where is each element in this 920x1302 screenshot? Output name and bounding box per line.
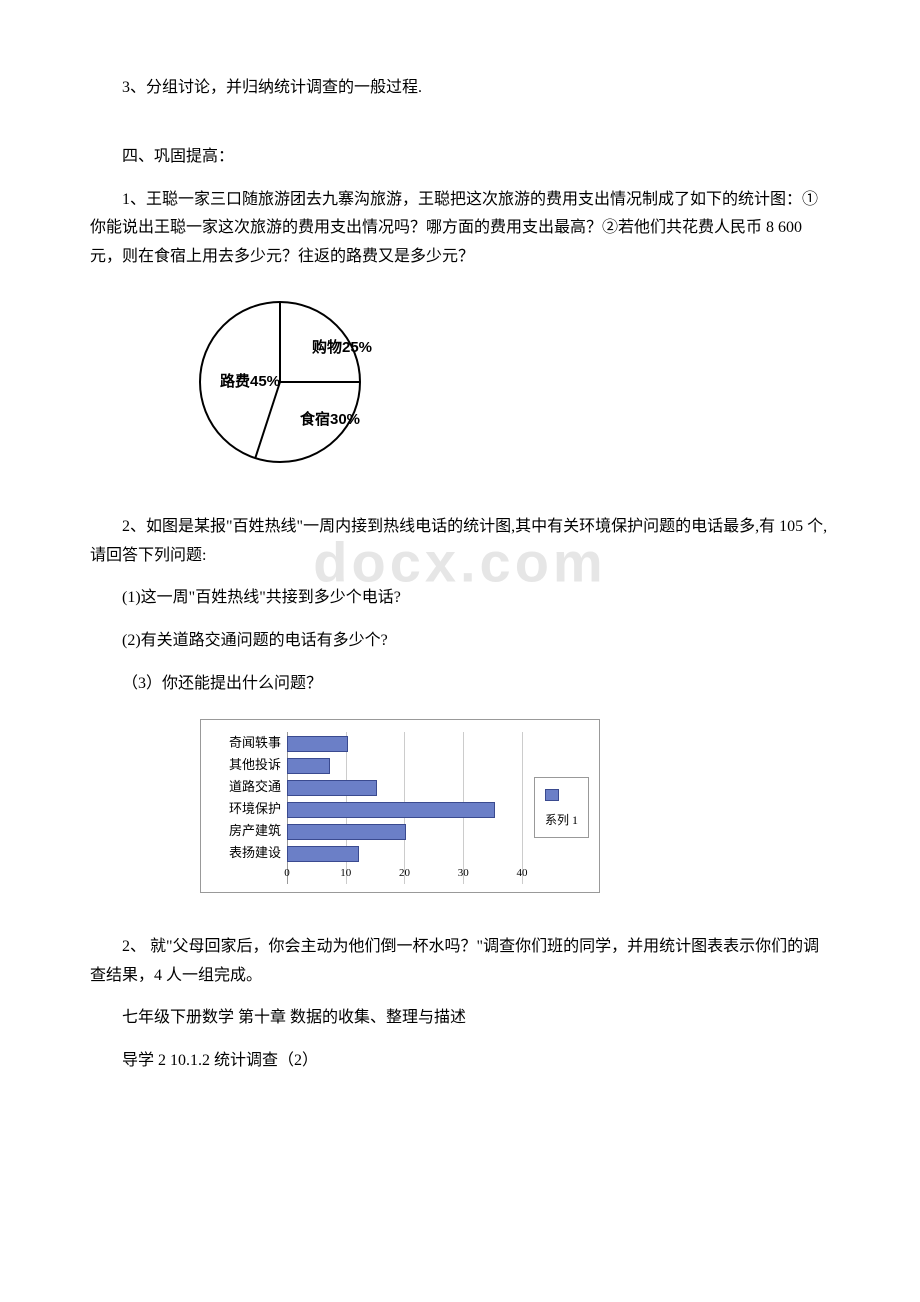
bar-row: 奇闻轶事 xyxy=(211,732,522,754)
question-1-text: 1、王聪一家三口随旅游团去九寨沟旅游，王聪把这次旅游的费用支出情况制成了如下的统… xyxy=(90,186,830,272)
bar-fill xyxy=(287,736,348,752)
lesson-line: 导学 2 10.1.2 统计调查（2） xyxy=(90,1047,830,1076)
bar-chart: 奇闻轶事其他投诉道路交通环境保护房产建筑表扬建设 010203040 系列 1 xyxy=(200,719,600,893)
bar-fill xyxy=(287,824,406,840)
question-2-sub1: (1)这一周"百姓热线"共接到多少个电话? xyxy=(90,584,830,613)
bar-fill xyxy=(287,780,377,796)
bar-category-label: 表扬建设 xyxy=(211,841,287,864)
question-1: 1、王聪一家三口随旅游团去九寨沟旅游，王聪把这次旅游的费用支出情况制成了如下的统… xyxy=(90,186,830,272)
svg-text:购物25%: 购物25% xyxy=(312,338,372,356)
chapter-line: 七年级下册数学 第十章 数据的收集、整理与描述 xyxy=(90,1004,830,1033)
question-3: 2、 就"父母回家后，你会主动为他们倒一杯水吗？"调查你们班的同学，并用统计图表… xyxy=(90,933,830,991)
bar-row: 其他投诉 xyxy=(211,754,522,776)
question-3-text: 2、 就"父母回家后，你会主动为他们倒一杯水吗？"调查你们班的同学，并用统计图表… xyxy=(90,933,830,991)
paragraph-discussion: 3、分组讨论，并归纳统计调查的一般过程. xyxy=(90,74,830,103)
question-2: 2、如图是某报"百姓热线"一周内接到热线电话的统计图,其中有关环境保护问题的电话… xyxy=(90,513,830,571)
bar-category-label: 环境保护 xyxy=(211,797,287,820)
bar-row: 房产建筑 xyxy=(211,820,522,842)
bar-category-label: 房产建筑 xyxy=(211,819,287,842)
question-2-text: 2、如图是某报"百姓热线"一周内接到热线电话的统计图,其中有关环境保护问题的电话… xyxy=(90,513,830,571)
svg-text:食宿30%: 食宿30% xyxy=(300,410,360,428)
question-2-sub3: （3）你还能提出什么问题？ xyxy=(90,670,830,699)
bar-legend: 系列 1 xyxy=(534,777,589,838)
bar-category-label: 道路交通 xyxy=(211,775,287,798)
question-2-sub2: (2)有关道路交通问题的电话有多少个? xyxy=(90,627,830,656)
bar-fill xyxy=(287,758,330,774)
bar-fill xyxy=(287,802,495,818)
bar-row: 道路交通 xyxy=(211,776,522,798)
section-heading: 四、巩固提高： xyxy=(90,143,830,172)
svg-text:路费45%: 路费45% xyxy=(220,372,280,390)
legend-label: 系列 1 xyxy=(545,810,578,832)
pie-chart: 购物25% 食宿30% 路费45% xyxy=(190,292,830,493)
bar-fill xyxy=(287,846,359,862)
bar-category-label: 其他投诉 xyxy=(211,753,287,776)
bar-row: 表扬建设 xyxy=(211,842,522,864)
legend-swatch xyxy=(545,789,559,801)
bar-row: 环境保护 xyxy=(211,798,522,820)
bar-category-label: 奇闻轶事 xyxy=(211,731,287,754)
